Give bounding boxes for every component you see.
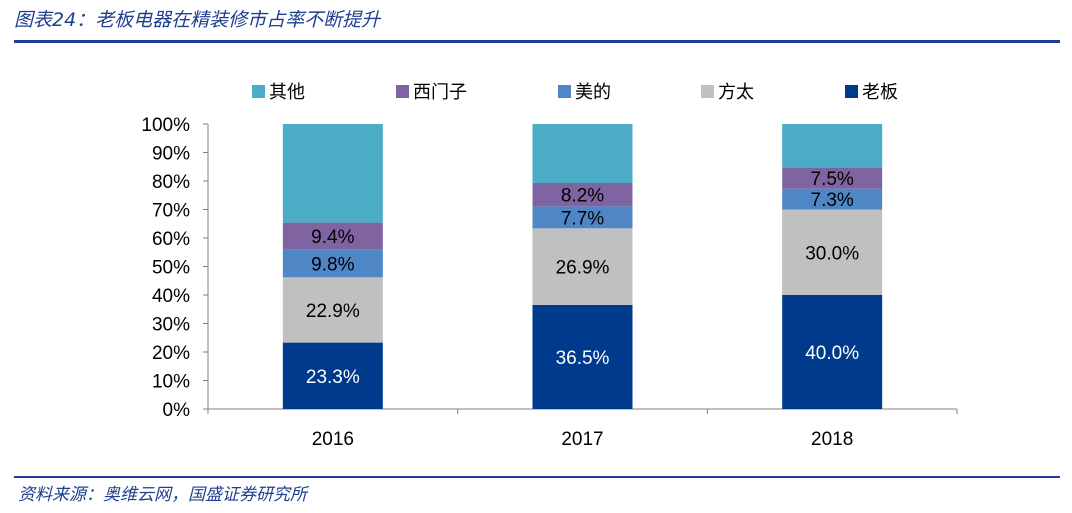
legend-label: 方太 (718, 82, 754, 103)
bar-segment (782, 124, 883, 168)
y-tick-label: 50% (152, 258, 190, 279)
y-tick-label: 100% (141, 115, 190, 136)
bar-segment (282, 222, 383, 250)
x-tick-label: 2017 (561, 429, 603, 450)
data-label: 36.5% (556, 348, 610, 369)
data-label: 40.0% (805, 343, 859, 364)
y-tick-label: 90% (152, 144, 190, 165)
legend-swatch (558, 85, 571, 98)
data-label: 9.8% (311, 254, 354, 275)
bar-segment (782, 167, 883, 189)
legend-label: 老板 (862, 82, 898, 103)
bar-segment (782, 295, 883, 409)
y-tick-label: 20% (152, 343, 190, 364)
bar-segment (532, 182, 633, 207)
y-tick-label: 80% (152, 172, 190, 193)
chart-title: 图表24：老板电器在精装修市占率不断提升 (14, 9, 381, 31)
header-rule (14, 40, 1060, 43)
y-tick-label: 70% (152, 201, 190, 222)
data-label: 22.9% (306, 301, 360, 322)
bar-segment (782, 188, 883, 210)
y-tick-label: 0% (163, 400, 191, 421)
bar-segment (532, 228, 633, 305)
data-label: 8.2% (561, 186, 604, 207)
data-label: 9.4% (311, 227, 354, 248)
footer-rule (14, 476, 1060, 478)
legend-label: 其他 (269, 82, 305, 103)
data-label: 7.3% (811, 190, 854, 211)
data-label: 23.3% (306, 367, 360, 388)
y-tick-label: 60% (152, 229, 190, 250)
bar-segment (282, 277, 383, 343)
x-tick-label: 2016 (312, 429, 354, 450)
data-label: 30.0% (805, 243, 859, 264)
legend-swatch (701, 85, 714, 98)
legend-swatch (396, 85, 409, 98)
data-label: 26.9% (556, 258, 610, 279)
y-tick-label: 10% (152, 372, 190, 393)
bar-segment (282, 124, 383, 223)
bar-segment (532, 124, 633, 183)
legend-swatch (845, 85, 858, 98)
y-tick-label: 40% (152, 286, 190, 307)
y-tick-label: 30% (152, 315, 190, 336)
data-label: 7.7% (561, 208, 604, 229)
legend-label: 美的 (575, 82, 611, 103)
data-label: 7.5% (811, 169, 854, 190)
legend-label: 西门子 (413, 82, 467, 103)
bar-segment (782, 209, 883, 295)
bar-segment (282, 342, 383, 409)
bar-segment (532, 206, 633, 229)
x-tick-label: 2018 (811, 429, 853, 450)
source-note: 资料来源：奥维云网，国盛证券研究所 (18, 485, 307, 505)
bar-segment (532, 304, 633, 409)
legend-swatch (252, 85, 265, 98)
bar-segment (282, 249, 383, 278)
